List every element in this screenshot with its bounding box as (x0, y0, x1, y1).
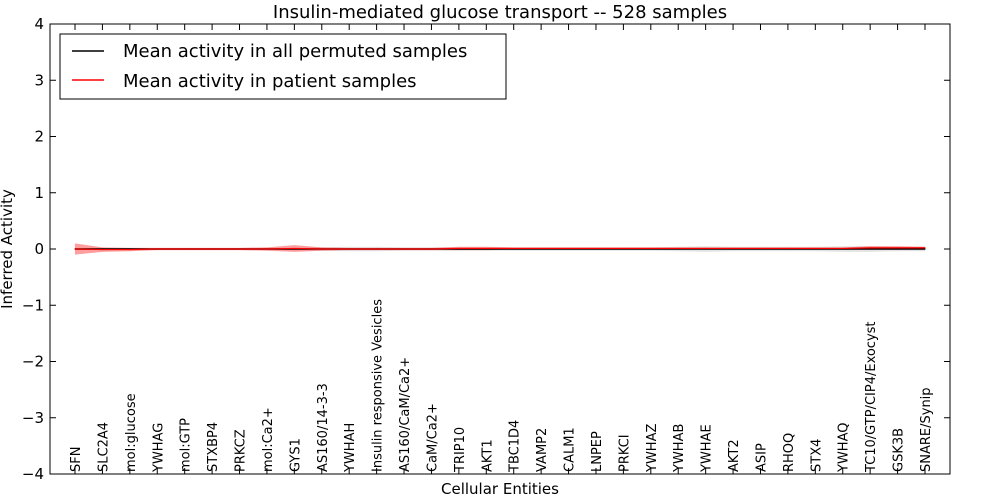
y-tick-label: 4 (34, 15, 44, 33)
point-permuted (924, 248, 926, 250)
point-patient (814, 247, 816, 250)
x-tick-label: YWHAE (700, 424, 715, 473)
point-patient (184, 248, 186, 250)
point-patient (622, 247, 624, 250)
x-tick-label: YWHAQ (837, 423, 852, 473)
point-patient (74, 248, 76, 250)
point-permuted (869, 248, 871, 250)
y-axis-label: Inferred Activity (0, 189, 16, 309)
x-tick-label: ASIP (754, 443, 769, 472)
x-tick-label: AS160/14-3-3 (316, 383, 331, 472)
x-tick-label: TRIP10 (453, 427, 468, 473)
point-permuted (896, 248, 899, 250)
point-patient (842, 247, 844, 250)
y-tick-label: −3 (22, 409, 44, 427)
x-tick-label: SLC2A4 (96, 422, 111, 472)
x-tick-label: AKT2 (727, 439, 742, 472)
series-lines (74, 247, 926, 251)
x-tick-label: PRKCI (617, 434, 632, 472)
legend-box (59, 33, 507, 100)
x-tick-label: YWHAG (151, 423, 166, 473)
point-patient (759, 247, 762, 250)
x-tick-label: RHOQ (782, 433, 797, 472)
x-tick-label: CaM/Ca2+ (425, 403, 440, 472)
chart-title: Insulin-mediated glucose transport -- 52… (273, 2, 727, 23)
y-tick-label: 1 (34, 184, 44, 202)
point-patient (513, 247, 515, 250)
point-patient (293, 247, 295, 250)
point-patient (869, 247, 871, 249)
point-patient (677, 247, 679, 250)
legend-label-patient: Mean activity in patient samples (123, 71, 417, 92)
point-patient (705, 247, 707, 250)
y-tick-label: 2 (34, 128, 44, 146)
x-tick-label: AKT1 (480, 439, 495, 472)
point-patient (896, 247, 899, 249)
x-axis: SFN SLC2A4 mol:glucose YWHAG mol:GTP STXBP4 PR… (69, 24, 934, 474)
x-tick-label: YWHAZ (645, 424, 660, 473)
y-tick-label: 0 (34, 240, 44, 258)
x-tick-label: SFN (69, 447, 84, 472)
x-tick-label: YWHAH (343, 423, 358, 473)
legend-label-permuted: Mean activity in all permuted samples (123, 41, 467, 62)
point-patient (485, 247, 487, 250)
point-patient (348, 248, 350, 250)
x-tick-label: Insulin responsive Vesicles (371, 299, 386, 472)
point-patient (430, 248, 433, 250)
point-patient (321, 248, 323, 250)
x-tick-label: mol:glucose (124, 393, 139, 472)
point-patient (458, 247, 460, 250)
x-tick-label: LNPEP (590, 431, 605, 472)
series-line-patient (74, 247, 925, 251)
point-patient (595, 247, 597, 250)
y-tick-label: 3 (34, 71, 44, 89)
x-tick-label: GSK3B (892, 428, 907, 472)
point-patient (540, 247, 542, 250)
point-patient (403, 248, 405, 250)
x-tick-label: SNARE/Synip (919, 387, 934, 472)
x-tick-label: YWHAB (672, 424, 687, 473)
x-tick-label: mol:GTP (179, 418, 194, 472)
x-tick-label: TC10/GTP/CIP4/Exocyst (864, 321, 879, 473)
legend: Mean activity in all permuted samples Me… (59, 33, 507, 100)
x-axis-label: Cellular Entities (441, 480, 559, 498)
point-patient (156, 248, 158, 250)
x-tick-label: mol:Ca2+ (261, 407, 276, 472)
point-patient (238, 248, 241, 250)
point-patient (211, 248, 213, 250)
x-tick-label: STXBP4 (206, 422, 221, 472)
point-patient (101, 248, 104, 251)
x-tick-label: AS160/CaM/Ca2+ (398, 357, 413, 472)
point-patient (650, 247, 652, 250)
point-patient (787, 247, 789, 250)
y-tick-label: −2 (22, 353, 44, 371)
point-patient (266, 248, 268, 250)
x-tick-label: VAMP2 (535, 428, 550, 472)
y-tick-label: −1 (22, 296, 44, 314)
y-tick-label: −4 (22, 465, 44, 483)
point-patient (567, 247, 570, 250)
point-patient (376, 248, 378, 250)
point-patient (924, 247, 926, 249)
y-axis: −4 −3 −2 −1 0 1 2 3 4 (22, 15, 950, 483)
point-patient (732, 247, 734, 250)
point-patient (129, 248, 131, 251)
x-tick-label: GYS1 (288, 438, 303, 472)
x-tick-label: STX4 (809, 439, 824, 472)
x-tick-label: TBC1D4 (508, 420, 523, 473)
x-tick-label: PRKCZ (234, 429, 249, 472)
x-tick-label: CALM1 (563, 427, 578, 472)
